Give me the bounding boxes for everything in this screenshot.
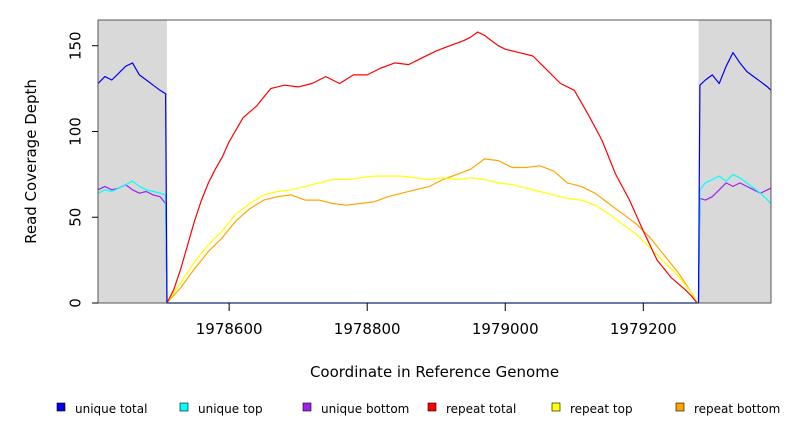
plot-frame xyxy=(97,19,772,304)
legend-item-repeat-total: repeat total xyxy=(427,402,516,416)
series-line-repeat-total xyxy=(166,31,698,304)
x-tick-label: 1979000 xyxy=(472,320,539,338)
legend-label: unique bottom xyxy=(321,402,409,416)
legend-item-repeat-bottom: repeat bottom xyxy=(675,402,780,416)
x-tick-label: 1978600 xyxy=(196,320,263,338)
legend-swatch xyxy=(56,402,66,412)
y-tick-label: 50 xyxy=(67,208,85,227)
legend-swatch xyxy=(427,402,437,412)
legend-swatch xyxy=(675,402,685,412)
shaded-region-1 xyxy=(698,20,771,303)
legend-item-unique-top: unique top xyxy=(179,402,263,416)
shaded-region-0 xyxy=(98,20,168,303)
legend-swatch xyxy=(302,402,312,412)
legend-item-unique-total: unique total xyxy=(56,402,147,416)
series-line-repeat-bottom xyxy=(166,158,698,304)
series-line-unique-total xyxy=(97,51,772,304)
legend-label: unique top xyxy=(198,402,263,416)
legend-label: repeat total xyxy=(446,402,516,416)
y-tick-label: 100 xyxy=(67,117,85,146)
legend-label: repeat top xyxy=(570,402,633,416)
shaded-regions xyxy=(98,20,771,303)
legend: unique total unique top unique bottom repea… xyxy=(56,402,780,416)
series-line-repeat-top xyxy=(166,175,698,304)
y-axis-title: Read Coverage Depth xyxy=(22,79,40,244)
legend-swatch xyxy=(179,402,189,412)
series-line-unique-bottom xyxy=(97,182,772,304)
legend-swatch xyxy=(551,402,561,412)
x-axis-title: Coordinate in Reference Genome xyxy=(310,363,559,381)
series-lines xyxy=(97,31,772,304)
legend-label: unique total xyxy=(75,402,147,416)
y-tick-label: 150 xyxy=(67,31,85,60)
legend-label: repeat bottom xyxy=(694,402,780,416)
legend-item-repeat-top: repeat top xyxy=(551,402,633,416)
y-tick-label: 0 xyxy=(67,298,85,308)
x-tick-label: 1979200 xyxy=(610,320,677,338)
axes: 0 50 100 150 1978600 1978800 1979000 1979200 xyxy=(67,31,677,338)
series-line-unique-top xyxy=(97,173,772,304)
x-tick-label: 1978800 xyxy=(334,320,401,338)
legend-item-unique-bottom: unique bottom xyxy=(302,402,409,416)
